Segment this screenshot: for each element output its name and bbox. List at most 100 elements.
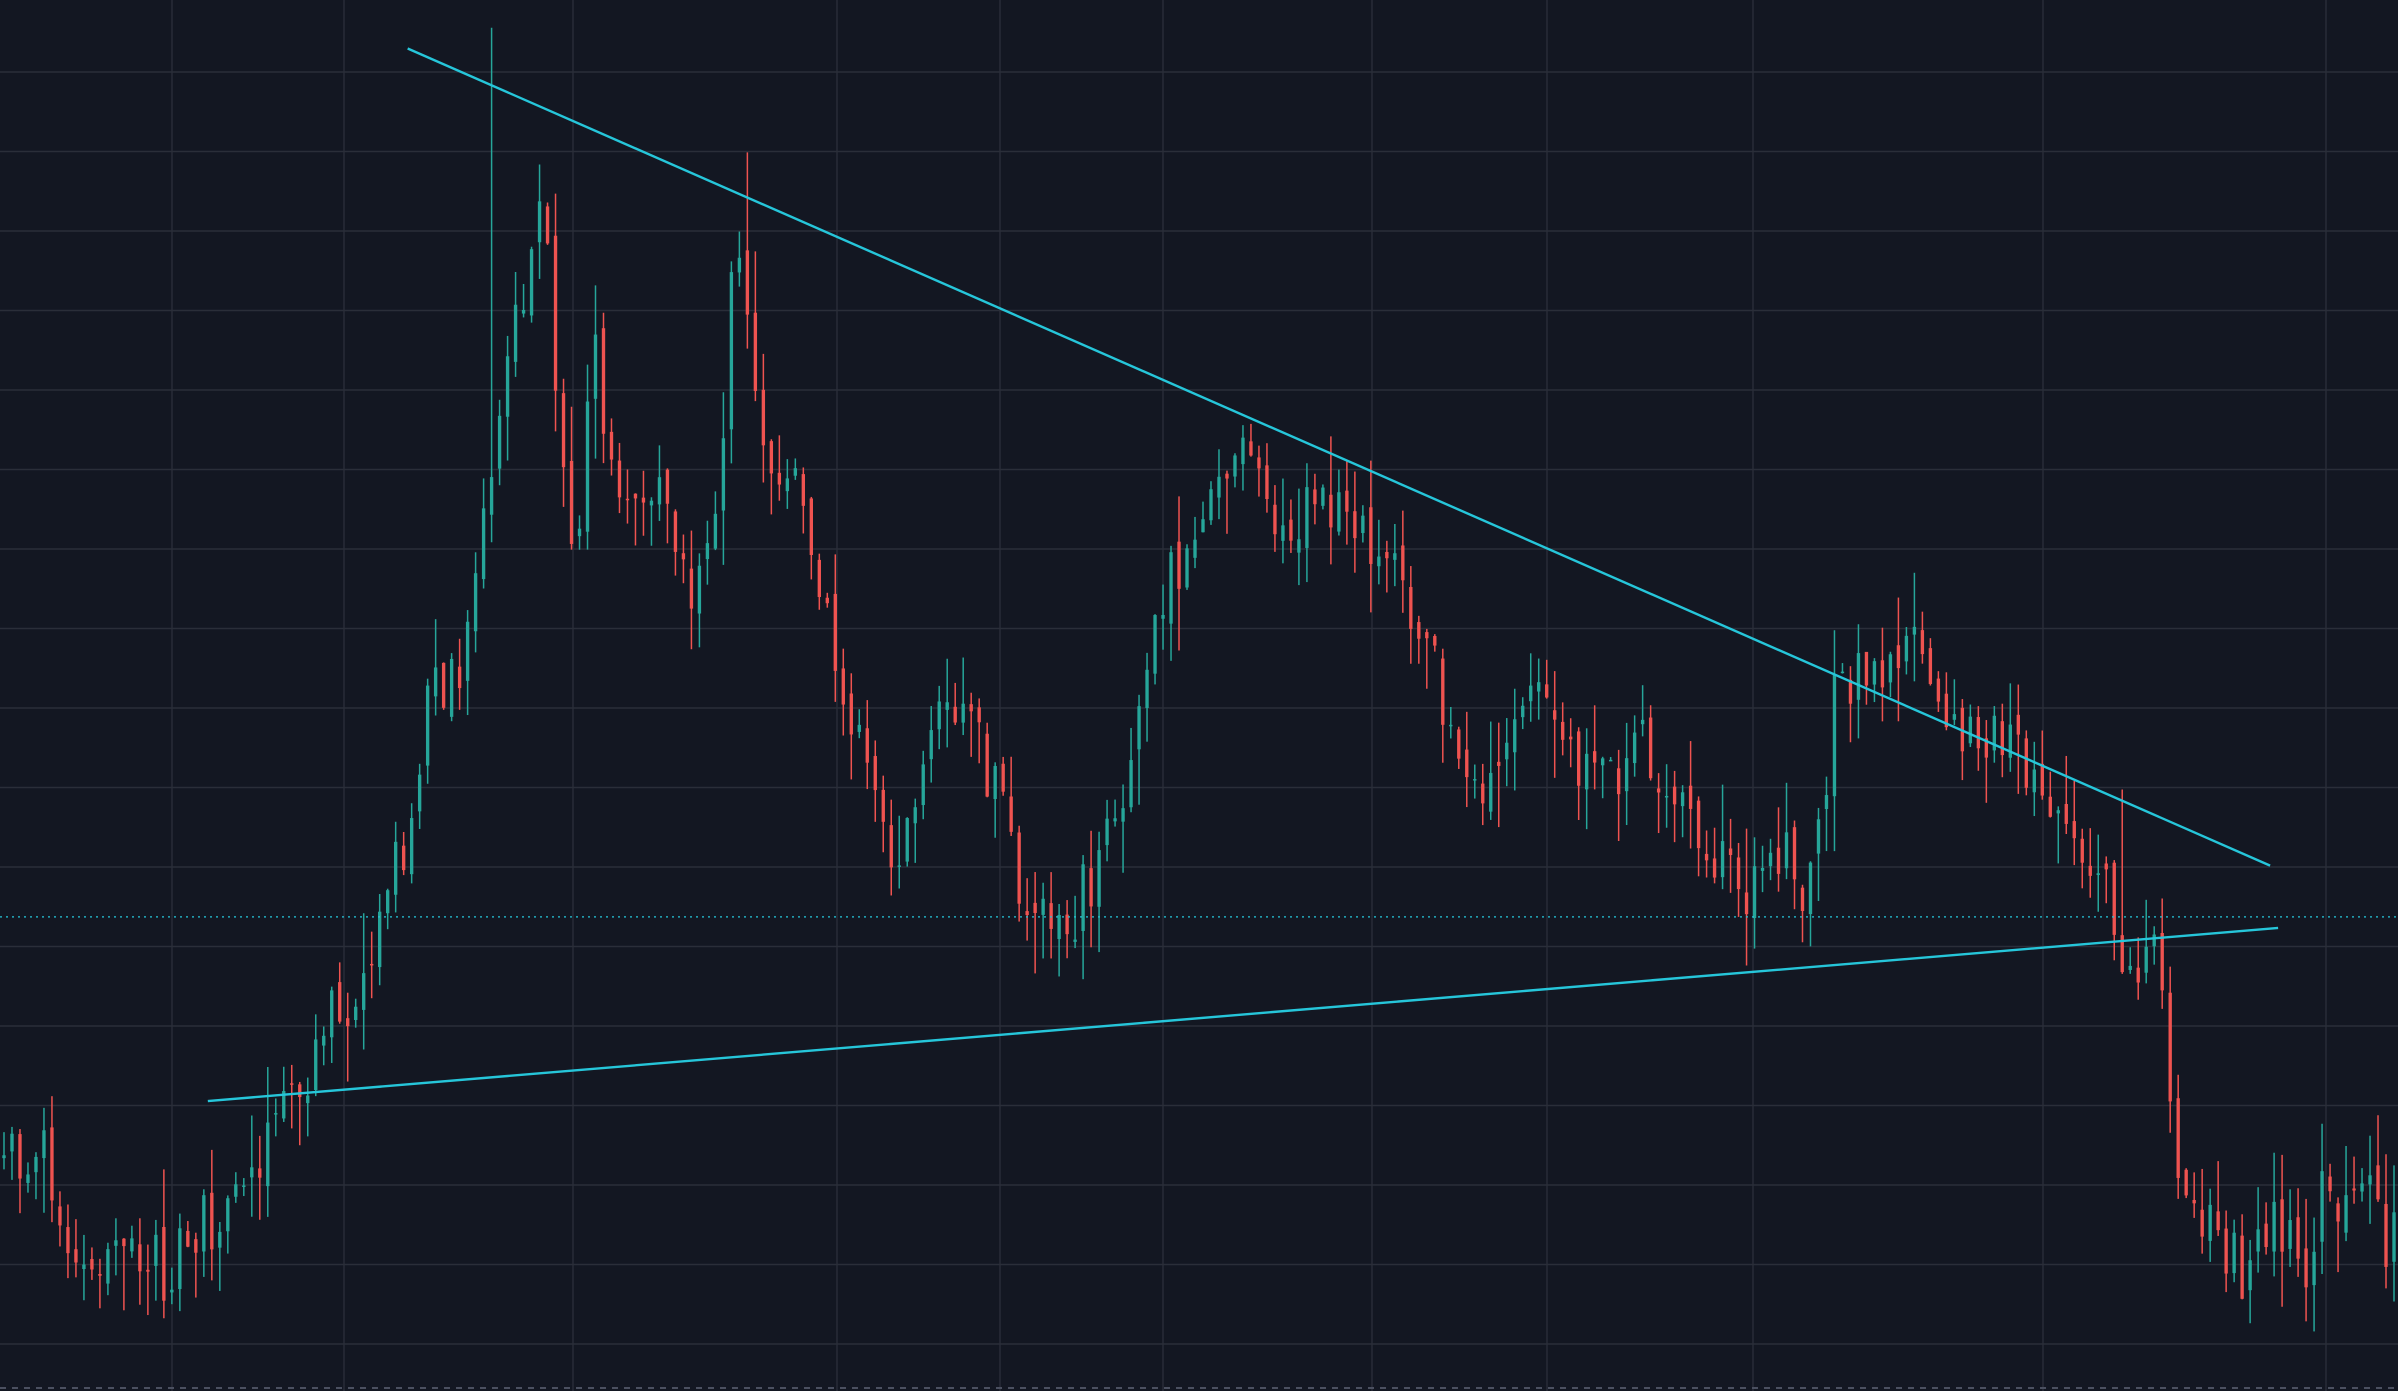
candle (1608, 757, 1613, 762)
candle-body (370, 963, 374, 966)
candle (841, 648, 845, 736)
candle (417, 763, 422, 829)
candle (1680, 785, 1685, 838)
trendline-ascending-support[interactable] (207, 926, 2279, 1103)
candle (1369, 460, 1373, 613)
candle (1193, 516, 1197, 569)
candle-body (1864, 651, 1869, 686)
candle-body (2144, 946, 2148, 973)
candle-body (2248, 1260, 2252, 1291)
candle (737, 231, 742, 287)
candle-body (793, 468, 798, 476)
candle (1265, 443, 1269, 513)
candle (146, 1244, 150, 1316)
candle (1696, 796, 1701, 877)
candle (1800, 884, 1805, 943)
candle (1185, 544, 1189, 590)
candle-body (1465, 749, 1469, 778)
candle (2024, 730, 2028, 796)
candle (1616, 749, 1621, 841)
candle (2120, 789, 2124, 974)
candle (1089, 830, 1093, 948)
candle-body (1816, 819, 1821, 854)
trendline-descending-resistance[interactable] (407, 47, 2271, 867)
candle (106, 1242, 110, 1296)
candle (1241, 425, 1245, 491)
candle (1113, 799, 1117, 827)
candle (1417, 615, 1421, 664)
candle-body (74, 1249, 78, 1263)
candle-body (1640, 719, 1645, 725)
candle-body (2192, 1199, 2196, 1204)
candle (617, 442, 622, 514)
candle (1792, 820, 1797, 910)
candle (1393, 523, 1397, 587)
candle-body (2232, 1232, 2236, 1274)
candle (505, 335, 510, 461)
candle-body (2024, 738, 2028, 788)
candle-body (1377, 556, 1381, 567)
candle-body (378, 911, 382, 968)
candle-body (977, 707, 981, 723)
candle (138, 1218, 142, 1305)
candle (1329, 436, 1333, 565)
candle-body (1401, 545, 1405, 581)
candle (1600, 756, 1605, 799)
candle-body (665, 469, 670, 504)
candle-body (1952, 714, 1957, 720)
candle (2144, 899, 2148, 984)
candle (370, 931, 374, 999)
candle-body (657, 477, 662, 505)
candle (1832, 630, 1837, 852)
candle (1217, 449, 1221, 520)
candle (1249, 423, 1253, 457)
candle (2376, 1115, 2380, 1202)
candle-body (1736, 857, 1741, 890)
candle (1017, 825, 1021, 922)
candle (2224, 1210, 2228, 1293)
candle (378, 894, 382, 986)
candle-body (290, 1083, 294, 1085)
candle (545, 202, 550, 245)
candle (649, 497, 654, 546)
candle-body (1896, 645, 1901, 669)
candle-body (1353, 511, 1357, 539)
candle (338, 962, 342, 1024)
candle-body (2336, 1203, 2340, 1222)
candle-body (857, 724, 861, 732)
candle-body (529, 249, 534, 316)
candle-body (961, 703, 965, 723)
candle (314, 1014, 318, 1097)
candle-body (1752, 866, 1757, 919)
candle (553, 193, 558, 432)
candle (1784, 782, 1789, 880)
candle (1656, 773, 1661, 834)
candle-body (1369, 507, 1373, 564)
candle (2320, 1123, 2324, 1275)
candle (1728, 818, 1733, 893)
candle (1073, 895, 1077, 949)
candle-body (969, 704, 973, 712)
candle-body (1209, 489, 1213, 521)
candle-body (2120, 935, 2124, 973)
candle (2280, 1154, 2284, 1307)
candle (1936, 671, 1941, 712)
candle (633, 493, 638, 546)
candle (881, 775, 885, 853)
candle (2048, 771, 2052, 818)
candle (993, 762, 997, 838)
candle-body (385, 890, 390, 914)
candle (449, 653, 454, 722)
candle-body (1049, 903, 1053, 929)
candle-body (1441, 658, 1445, 725)
candle (1297, 488, 1301, 586)
candle-body (122, 1238, 126, 1247)
candle (1872, 658, 1877, 703)
candle-body (713, 513, 718, 549)
candle-body (1800, 887, 1805, 911)
candle-body (473, 573, 478, 632)
candle-body (937, 701, 941, 730)
candle-body (2280, 1199, 2284, 1252)
candle (1449, 706, 1453, 739)
